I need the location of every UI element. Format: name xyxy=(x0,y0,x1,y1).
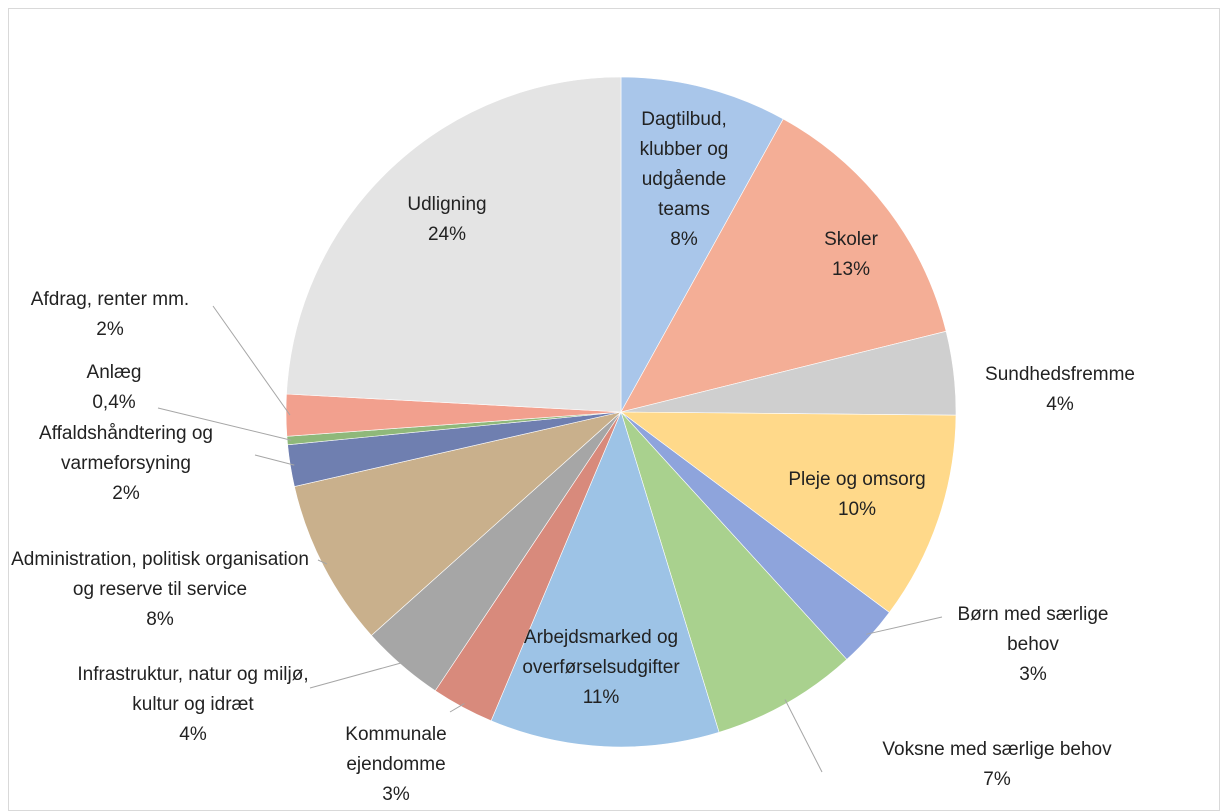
category-name: Udligning xyxy=(407,194,487,215)
value-label: 3% xyxy=(382,784,410,805)
category-name: Børn med særlige behov xyxy=(957,604,1109,655)
value-label: 8% xyxy=(146,609,174,630)
value-label: 4% xyxy=(179,724,207,745)
leader-line xyxy=(784,699,823,773)
value-label: 7% xyxy=(983,769,1011,790)
category-name: Skoler xyxy=(824,229,878,250)
value-label: 10% xyxy=(837,499,877,520)
pie-slice xyxy=(620,411,957,613)
leader-line xyxy=(449,703,465,713)
slice-label: Arbejdsmarked og overførselsudgifter 11% xyxy=(496,623,706,713)
slice-label: Affaldshåndtering og varmeforsyning 2% xyxy=(1,419,251,509)
value-label: 13% xyxy=(831,259,871,280)
slice-label: Børn med særlige behov 3% xyxy=(938,600,1128,690)
slice-label: Pleje og omsorg 10% xyxy=(757,465,957,525)
leader-line xyxy=(254,454,295,466)
leader-line xyxy=(212,305,291,416)
category-name: Afdrag, renter mm. xyxy=(30,289,190,310)
category-name: Infrastruktur, natur og miljø, kultur og… xyxy=(77,664,309,715)
category-name: Kommunale ejendomme xyxy=(345,724,447,775)
value-label: 4% xyxy=(1046,394,1074,415)
slice-label: Voksne med særlige behov 7% xyxy=(847,735,1147,795)
pie-slice xyxy=(620,118,947,413)
slice-label: Sundhedsfremme 4% xyxy=(960,360,1160,420)
slice-label: Udligning 24% xyxy=(347,190,547,250)
slice-label: Infrastruktur, natur og miljø, kultur og… xyxy=(58,660,328,750)
value-label: 11% xyxy=(582,687,620,708)
category-name: Voksne med særlige behov xyxy=(882,739,1112,760)
leader-line xyxy=(309,661,405,689)
category-name: Pleje og omsorg xyxy=(788,469,926,490)
value-label: 2% xyxy=(112,483,140,504)
category-name: Affaldshåndtering og varmeforsyning xyxy=(39,423,213,474)
pie-slice xyxy=(620,76,784,414)
slice-label: Kommunale ejendomme 3% xyxy=(336,720,456,810)
slice-label: Skoler 13% xyxy=(796,225,906,285)
category-name: Anlæg xyxy=(86,362,142,383)
value-label: 2% xyxy=(96,319,124,340)
leader-line xyxy=(157,407,292,441)
leader-line xyxy=(866,616,943,635)
pie-slice xyxy=(490,411,720,748)
slice-label: Anlæg 0,4% xyxy=(59,358,169,418)
pie-slice xyxy=(286,76,622,413)
category-name: Sundhedsfremme xyxy=(985,364,1135,385)
value-label: 24% xyxy=(427,224,467,245)
pie-slice xyxy=(294,411,623,636)
slice-label: Dagtilbud, klubber og udgående teams 8% xyxy=(627,105,742,255)
slice-label: Administration, politisk organisation og… xyxy=(10,545,310,635)
value-label: 0,4% xyxy=(92,392,136,413)
value-label: 8% xyxy=(670,229,698,250)
slice-label: Afdrag, renter mm. 2% xyxy=(0,285,220,345)
category-name: Administration, politisk organisation og… xyxy=(11,549,309,600)
category-name: Arbejdsmarked og overførselsudgifter xyxy=(522,627,680,678)
category-name: Dagtilbud, klubber og udgående teams xyxy=(639,109,729,220)
leader-line xyxy=(317,559,328,565)
value-label: 3% xyxy=(1019,664,1047,685)
